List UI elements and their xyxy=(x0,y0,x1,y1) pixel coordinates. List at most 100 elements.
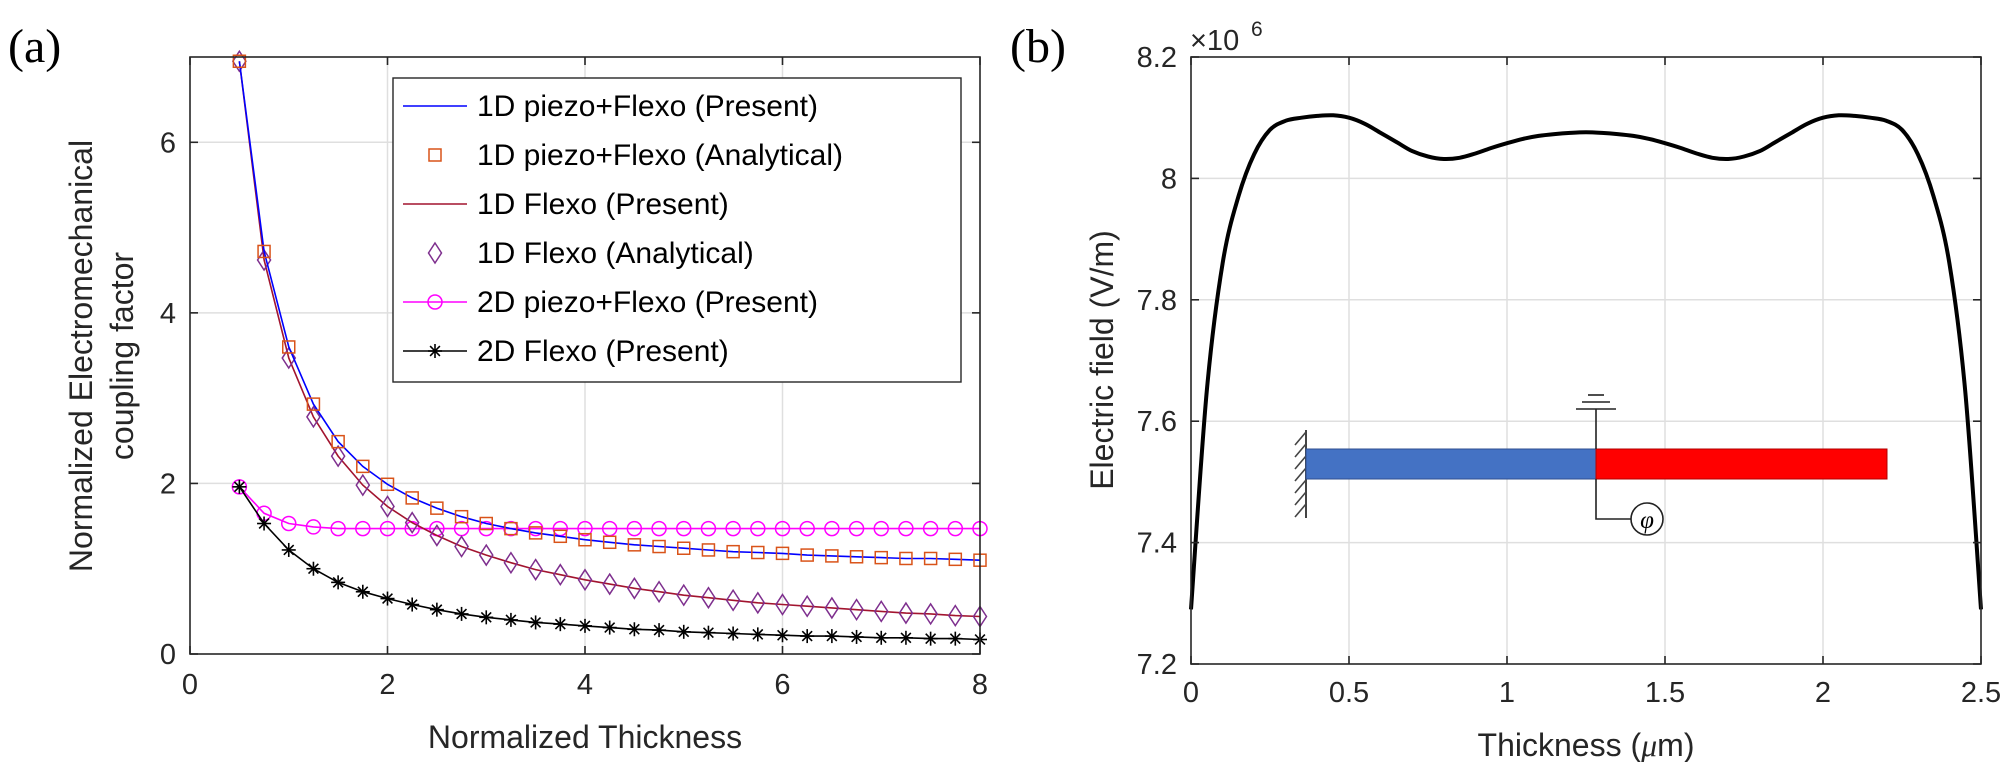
data-point xyxy=(652,623,667,638)
data-point xyxy=(306,405,321,429)
panel-a-y-axis-label-line1: Normalized Electromechanical xyxy=(63,140,99,572)
data-point xyxy=(800,548,814,562)
series-0 xyxy=(238,61,981,561)
data-point xyxy=(873,520,889,537)
panel-b-plot-background xyxy=(1191,57,1981,664)
data-point xyxy=(899,551,913,566)
data-point xyxy=(430,501,444,515)
data-point xyxy=(479,610,494,625)
panel-a-xtick-label: 8 xyxy=(972,669,988,701)
panel-b-xtick-label: 0.5 xyxy=(1329,677,1369,709)
data-point xyxy=(922,520,939,537)
data-point xyxy=(257,516,272,531)
data-point xyxy=(873,599,889,623)
data-point xyxy=(454,606,469,621)
panel-b-xtick-label: 1.5 xyxy=(1645,677,1685,709)
data-point xyxy=(503,551,519,575)
data-point xyxy=(800,629,815,644)
data-point xyxy=(701,625,716,640)
series-3 xyxy=(231,49,988,628)
data-point xyxy=(528,526,543,540)
mu-symbol: μ xyxy=(1640,727,1657,762)
data-point xyxy=(849,550,864,564)
legend-marker xyxy=(427,294,443,310)
data-point xyxy=(627,538,642,552)
data-point xyxy=(454,535,469,558)
panel-b-xtick-label: 0 xyxy=(1183,677,1199,709)
data-point xyxy=(923,602,939,626)
beam-right-segment xyxy=(1595,448,1888,480)
data-point xyxy=(824,629,839,644)
data-point xyxy=(231,49,247,73)
potential-terminal xyxy=(1630,502,1664,536)
electric-field-curve xyxy=(1189,113,1983,610)
fixed-support-hatching xyxy=(1294,431,1307,518)
panel-b-ytick-label: 7.4 xyxy=(1137,528,1177,560)
beam-left-segment xyxy=(1305,448,1597,480)
panel-a: (a) 0 2 4 6 8 0 2 4 6 Normalized Thickne… xyxy=(8,20,988,755)
panel-b-grid xyxy=(1191,57,1981,664)
data-point xyxy=(602,535,617,550)
panel-b-series xyxy=(1189,113,1983,610)
exponent-base: ×10 xyxy=(1190,25,1239,57)
data-point xyxy=(380,477,395,492)
data-point xyxy=(331,434,345,449)
data-point xyxy=(503,520,519,537)
panel-a-xtick-label: 4 xyxy=(577,669,593,701)
data-point xyxy=(404,511,420,535)
data-point xyxy=(405,597,420,612)
data-point xyxy=(726,626,741,641)
panel-a-ytick-label: 2 xyxy=(160,468,176,500)
data-point xyxy=(553,529,568,544)
data-point xyxy=(282,340,296,354)
panel-b-xtick-label: 2.5 xyxy=(1961,677,2000,709)
data-point xyxy=(775,593,790,616)
panel-b-axes-box xyxy=(1190,56,1982,665)
panel-b-xtick-label: 1 xyxy=(1499,677,1515,709)
data-point xyxy=(355,584,370,599)
data-point xyxy=(379,520,396,537)
data-point xyxy=(923,631,938,646)
data-point xyxy=(676,583,692,607)
legend-entry-label: 1D Flexo (Present) xyxy=(477,188,729,221)
data-point xyxy=(775,628,790,643)
panel-a-xtick-label: 0 xyxy=(182,669,198,701)
data-point xyxy=(454,509,469,524)
panel-a-ytick-label: 0 xyxy=(160,639,176,671)
panel-b-ytick-label: 8.2 xyxy=(1137,42,1177,74)
data-point xyxy=(651,520,667,537)
data-point xyxy=(553,617,568,632)
legend-entry-label: 2D piezo+Flexo (Present) xyxy=(477,286,818,319)
legend-marker xyxy=(428,148,442,162)
data-point xyxy=(676,624,691,639)
potential-wire xyxy=(1595,479,1631,520)
data-point xyxy=(256,248,272,272)
data-point xyxy=(577,568,593,592)
panel-b-xtick-label: 2 xyxy=(1815,677,1831,709)
data-point xyxy=(528,615,543,630)
data-point xyxy=(775,546,790,561)
data-point xyxy=(849,598,864,622)
data-point xyxy=(751,545,765,560)
ground-symbol-icon xyxy=(1576,394,1616,410)
data-point xyxy=(305,519,322,535)
panel-a-series xyxy=(231,49,988,647)
legend-entry-label: 1D Flexo (Analytical) xyxy=(477,237,754,270)
data-point xyxy=(651,580,667,604)
data-point xyxy=(898,630,913,645)
panel-a-label: (a) xyxy=(8,20,61,73)
legend-entry-label: 1D piezo+Flexo (Present) xyxy=(477,90,818,123)
x-axis-label-unit: m) xyxy=(1657,727,1694,762)
data-point xyxy=(824,596,840,620)
series-1 xyxy=(232,54,987,567)
legend-entry-label: 1D piezo+Flexo (Analytical) xyxy=(477,139,843,172)
data-point xyxy=(331,575,346,590)
data-point xyxy=(799,520,815,537)
data-point xyxy=(799,594,815,618)
data-point xyxy=(478,520,494,537)
data-point xyxy=(527,520,544,537)
data-point xyxy=(701,586,716,610)
data-point xyxy=(503,612,518,627)
exponent-power: 6 xyxy=(1251,18,1263,41)
data-point xyxy=(750,627,765,642)
